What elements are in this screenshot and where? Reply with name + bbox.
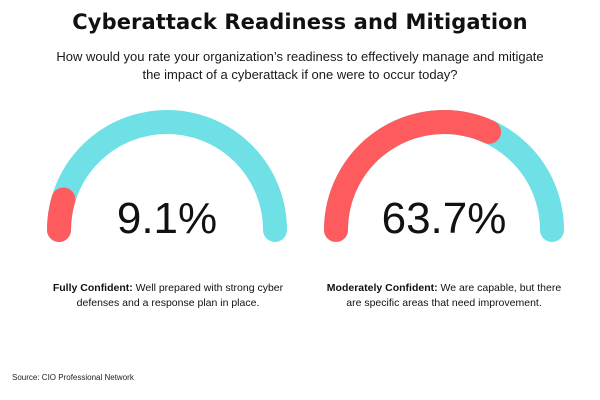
caption-fully-confident: Fully Confident: Well prepared with stro… [48,281,288,311]
gauge-fully-confident: 9.1% [37,110,297,270]
gauge-track [47,110,287,242]
chart-subtitle: How would you rate your organization’s r… [56,49,544,82]
gauge-svg-moderately-confident [324,110,564,242]
caption-description: We are capable, but there are specific a… [346,282,562,309]
gauge-value-label: 9.1% [116,194,218,243]
source-note: Source: CIO Professional Network [12,373,134,382]
gauge-fill [47,187,76,242]
caption-description: Well prepared with strong cyber defenses… [76,282,284,309]
gauge-value-label: 63.7% [381,194,507,243]
gauge-fill [324,110,502,242]
gauge-svg-fully-confident [47,110,287,242]
chart-title: Cyberattack Readiness and Mitigation [72,10,528,34]
caption-category: Moderately Confident: [326,282,438,294]
caption-moderately-confident: Moderately Confident: We are capable, bu… [324,281,564,311]
caption-category: Fully Confident: [52,282,133,294]
gauge-moderately-confident: 63.7% [314,110,574,270]
